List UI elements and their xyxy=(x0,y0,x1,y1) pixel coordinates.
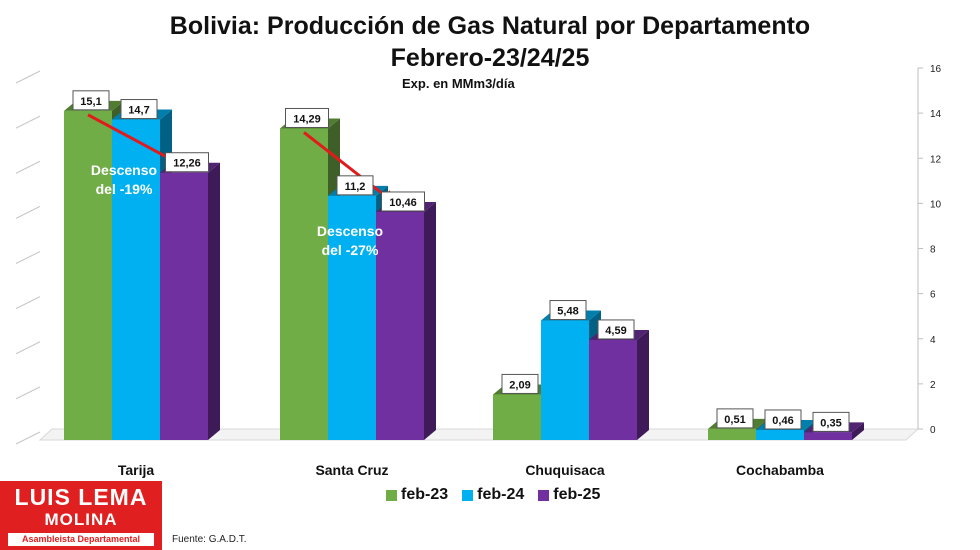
bar-side xyxy=(424,201,436,440)
bar xyxy=(804,432,852,440)
depth-tick xyxy=(15,431,41,445)
y-tick-label: 4 xyxy=(930,335,936,346)
bar xyxy=(589,339,637,440)
bar-side xyxy=(852,422,864,440)
legend-swatch-feb-23 xyxy=(386,489,397,501)
bar xyxy=(328,195,376,440)
legend-item: feb-24 xyxy=(462,486,524,504)
x-tick-label: Tarija xyxy=(118,462,155,478)
data-label-box xyxy=(501,373,539,394)
legend-label: feb-25 xyxy=(553,486,601,503)
bar-side xyxy=(637,329,649,440)
data-label-box xyxy=(336,175,374,196)
chart-title: Bolivia: Producción de Gas Natural por D… xyxy=(169,12,811,40)
logo: LUIS LEMA MOLINA Asambleista Departament… xyxy=(0,481,162,550)
y-tick-label: 2 xyxy=(930,380,936,391)
depth-tick xyxy=(15,341,41,355)
annotation-text: del -19% xyxy=(96,181,153,197)
annotation-text: Descenso xyxy=(91,162,157,178)
trend-arrow xyxy=(87,113,171,160)
data-label-box xyxy=(120,99,158,120)
back-wall xyxy=(40,68,918,440)
data-label: 10,46 xyxy=(389,197,417,209)
legend-label: feb-24 xyxy=(477,486,525,503)
depth-tick xyxy=(15,70,41,84)
logo-line1: LUIS LEMA xyxy=(14,484,148,510)
data-label: 14,29 xyxy=(293,113,321,125)
data-label-box xyxy=(381,191,425,212)
data-label-box xyxy=(812,411,850,432)
data-label: 0,35 xyxy=(820,417,841,429)
bar xyxy=(708,428,756,440)
y-tick-label: 16 xyxy=(930,64,942,75)
source-note: Fuente: G.A.D.T. xyxy=(172,534,247,545)
y-tick-label: 8 xyxy=(930,245,936,256)
bar xyxy=(756,429,804,440)
legend: feb-23 feb-24 feb-25 xyxy=(386,486,600,504)
legend-swatch-feb-24 xyxy=(462,489,474,501)
chart-subtitle: Exp. en MMm3/día xyxy=(402,76,515,91)
data-label: 12,26 xyxy=(173,158,201,170)
bar xyxy=(493,394,541,440)
data-label: 4,59 xyxy=(605,325,626,337)
bar xyxy=(160,172,208,440)
bar xyxy=(541,320,589,440)
data-label-box xyxy=(285,107,329,128)
data-label: 15,1 xyxy=(80,96,101,108)
chart-title-line2: Febrero-23/24/25 xyxy=(390,44,590,72)
data-label-box xyxy=(165,152,209,173)
data-label: 11,2 xyxy=(345,181,366,193)
legend-item: feb-23 xyxy=(386,486,448,504)
data-label-box xyxy=(764,409,802,430)
x-tick-label: Chuquisaca xyxy=(525,462,605,478)
legend-item: feb-25 xyxy=(538,486,600,504)
y-tick-label: 14 xyxy=(930,109,942,120)
legend-label: feb-23 xyxy=(401,486,449,503)
bar-side xyxy=(208,162,220,440)
bar xyxy=(376,211,424,440)
data-label-box xyxy=(72,90,110,111)
depth-tick xyxy=(15,160,41,174)
data-label-box xyxy=(597,319,635,340)
y-tick-label: 12 xyxy=(930,154,942,165)
data-label: 2,09 xyxy=(509,379,530,391)
bar xyxy=(64,110,112,440)
data-label: 0,46 xyxy=(772,415,793,427)
data-label: 0,51 xyxy=(724,414,745,426)
legend-swatch-feb-25 xyxy=(538,489,550,501)
data-label-box xyxy=(716,408,754,429)
logo-line2: MOLINA xyxy=(44,510,118,529)
annotation-text: Descenso xyxy=(317,223,383,239)
bar xyxy=(280,128,328,440)
depth-tick xyxy=(15,115,41,129)
depth-tick xyxy=(15,386,41,400)
data-label-box xyxy=(549,300,587,321)
logo-line3: Asambleista Departamental xyxy=(8,533,154,546)
x-tick-label: Santa Cruz xyxy=(315,462,388,478)
data-label: 5,48 xyxy=(557,306,578,318)
annotation-text: del -27% xyxy=(322,242,379,258)
depth-tick xyxy=(15,251,41,264)
x-tick-label: Cochabamba xyxy=(736,462,824,478)
y-tick-label: 6 xyxy=(930,290,936,301)
y-tick-label: 0 xyxy=(930,425,936,436)
bar xyxy=(112,119,160,440)
y-tick-label: 10 xyxy=(930,199,942,210)
data-label: 14,7 xyxy=(128,105,149,117)
depth-tick xyxy=(15,205,41,219)
depth-tick xyxy=(15,296,41,310)
